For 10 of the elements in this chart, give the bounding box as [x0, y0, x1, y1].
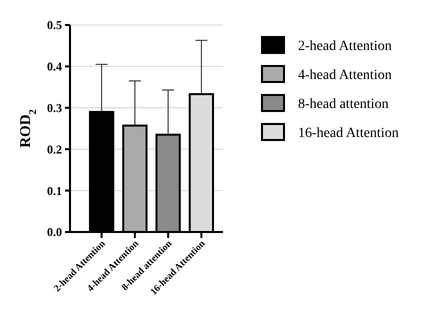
legend-label: 8-head attention [298, 96, 389, 112]
y-tick-label: 0.5 [47, 18, 62, 32]
y-tick-label: 0.3 [47, 101, 62, 115]
y-tick-label: 0.4 [47, 60, 62, 74]
y-tick-label: 0.1 [47, 184, 62, 198]
legend-label: 4-head Attention [298, 68, 392, 83]
legend-label: 16-head Attention [298, 126, 399, 141]
legend-label: 2-head Attention [298, 38, 392, 54]
y-tick-label: 0.2 [47, 142, 62, 156]
y-tick-label: 0.0 [47, 225, 62, 240]
